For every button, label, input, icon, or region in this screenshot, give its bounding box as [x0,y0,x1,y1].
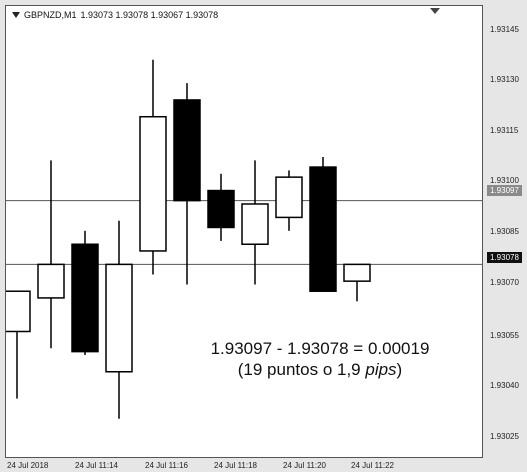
bullish-candle-body [343,263,371,282]
time-axis-label: 24 Jul 11:16 [145,461,188,470]
bullish-candle-body [275,176,303,219]
price-axis-label: 1.93130 [490,75,519,84]
chart-plot-area[interactable] [5,5,483,458]
current-price-badge: 1.93078 [487,252,522,263]
bullish-candle-body [139,115,167,252]
candle[interactable] [37,160,65,349]
price-axis-label: 1.93145 [490,25,519,34]
annotation-line-2-prefix: (19 puntos o 1,9 [237,360,366,379]
price-axis-label: 1.93040 [490,381,519,390]
time-axis-label: 24 Jul 11:22 [351,461,394,470]
price-axis-label: 1.93055 [490,331,519,340]
price-axis-label: 1.93070 [490,278,519,287]
price-axis-label: 1.93085 [490,227,519,236]
reference-price-badge: 1.93097 [487,185,522,196]
candle[interactable] [343,263,371,302]
annotation-line-2-suffix: ) [396,360,403,379]
bearish-candle-body [207,189,235,229]
time-axis-label: 24 Jul 2018 [7,461,49,470]
candle[interactable] [309,157,337,292]
price-axis-label: 1.93025 [490,432,519,441]
candle[interactable] [139,59,167,275]
bullish-candle-body [105,263,133,373]
time-axis-label: 24 Jul 11:14 [75,461,118,470]
annotation: 1.93097 - 1.93078 = 0.00019 (19 puntos o… [170,338,470,380]
bearish-candle-body [309,166,337,292]
time-axis-label: 24 Jul 11:20 [283,461,326,470]
candle[interactable] [207,173,235,241]
bullish-candle-body [241,203,269,245]
time-axis-label: 24 Jul 11:18 [214,461,257,470]
chart-shift-triangle-icon[interactable] [430,8,440,14]
candle[interactable] [173,83,201,285]
symbol-name: GBPNZD,M1 [24,10,77,20]
bearish-candle-body [71,243,99,353]
bearish-candle-body [173,99,201,202]
price-axis-label: 1.93115 [490,126,519,135]
candle[interactable] [241,160,269,285]
triangle-down-icon[interactable] [12,12,20,18]
candle[interactable] [6,290,31,399]
bullish-candle-body [6,290,31,333]
ohlc-values: 1.93073 1.93078 1.93067 1.93078 [80,10,219,20]
candle[interactable] [71,230,99,355]
bullish-candle-body [37,263,65,299]
annotation-pips-italic: pips [365,360,397,379]
annotation-line-2: (19 puntos o 1,9 pips) [170,359,470,380]
candlestick-chart[interactable] [6,6,483,458]
candle[interactable] [105,220,133,419]
symbol-header[interactable]: GBPNZD,M1 1.93073 1.93078 1.93067 1.9307… [12,10,218,20]
annotation-line-1: 1.93097 - 1.93078 = 0.00019 [210,339,430,358]
candle[interactable] [275,170,303,231]
price-axis-label: 1.93100 [490,176,519,185]
